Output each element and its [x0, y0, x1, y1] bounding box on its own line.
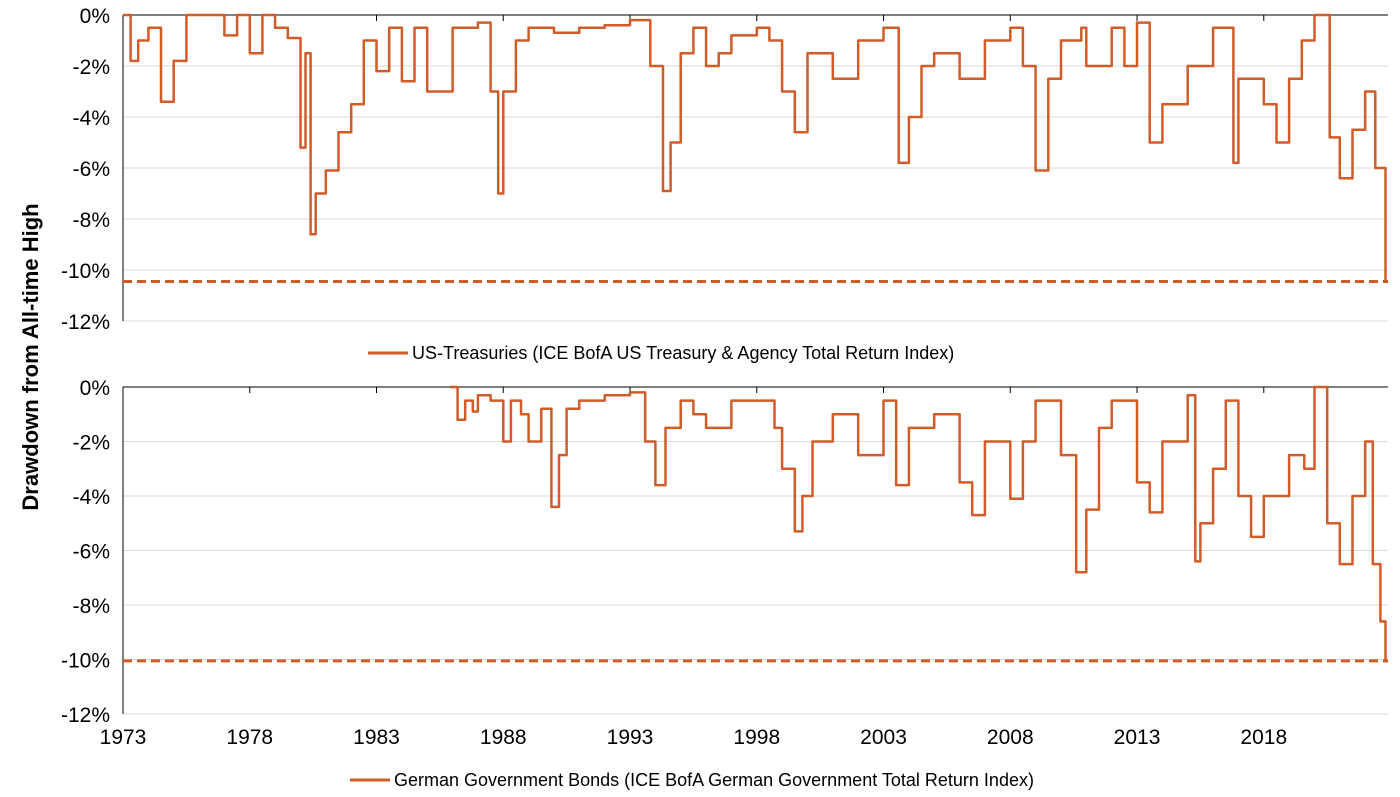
top-gridlines	[123, 65, 1388, 322]
bottom-y-tick-labels: 0% -2% -4% -6% -8% -10% -12%	[61, 377, 110, 727]
top-y-tick-labels: 0% -2% -4% -6% -8% -10% -12%	[61, 5, 110, 334]
y-tick-label: -4%	[73, 486, 110, 509]
bottom-panel: 0%-2%-4%-6%-8%-10%-12% 1973 1978 1983 1988 1…	[61, 377, 1388, 790]
y-tick-label: -2%	[73, 432, 110, 455]
y-tick-label: -8%	[73, 595, 110, 618]
x-tick-labels: 1973 1978 1983 1988 1993 1998 2003 2008 2013 2018	[100, 726, 1288, 749]
x-tick-label: 1988	[480, 726, 527, 749]
y-axis-title: Drawdown from All-time High	[18, 203, 43, 510]
x-tick-label: 2013	[1114, 726, 1161, 749]
x-tick-label: 1998	[733, 726, 780, 749]
bottom-x-tick-marks	[122, 387, 1265, 393]
us-treasuries-line	[123, 13, 1387, 283]
bottom-legend-label: German Government Bonds (ICE BofA German…	[394, 770, 1034, 790]
bottom-gridlines	[123, 441, 1388, 715]
x-tick-label: 2018	[1240, 726, 1287, 749]
x-tick-label: 1978	[226, 726, 273, 749]
top-panel: 0% -2% -4% -6% -8% -10% -12% US-Treasuries (IC…	[61, 5, 1388, 363]
y-tick-label: -10%	[61, 650, 110, 673]
y-tick-label: 0%	[80, 5, 110, 28]
german-bonds-line	[450, 385, 1387, 663]
top-legend: US-Treasuries (ICE BofA US Treasury & Ag…	[368, 343, 954, 363]
x-tick-label: 1983	[353, 726, 400, 749]
bottom-legend: German Government Bonds (ICE BofA German…	[350, 770, 1034, 790]
top-x-tick-marks	[122, 15, 1265, 21]
y-tick-label: -10%	[61, 260, 110, 283]
y-tick-label: -12%	[61, 311, 110, 334]
x-tick-label: 2003	[860, 726, 907, 749]
y-tick-label: -6%	[73, 158, 110, 181]
top-legend-label: US-Treasuries (ICE BofA US Treasury & Ag…	[412, 343, 954, 363]
x-tick-label: 2008	[987, 726, 1034, 749]
y-tick-label: -4%	[73, 107, 110, 130]
x-tick-label: 1973	[100, 726, 147, 749]
y-tick-label: -12%	[61, 704, 110, 727]
y-tick-label: 0%	[80, 377, 110, 400]
x-tick-label: 1993	[607, 726, 654, 749]
y-tick-label: -8%	[73, 209, 110, 232]
y-tick-label: -6%	[73, 541, 110, 564]
y-tick-label: -2%	[73, 56, 110, 79]
